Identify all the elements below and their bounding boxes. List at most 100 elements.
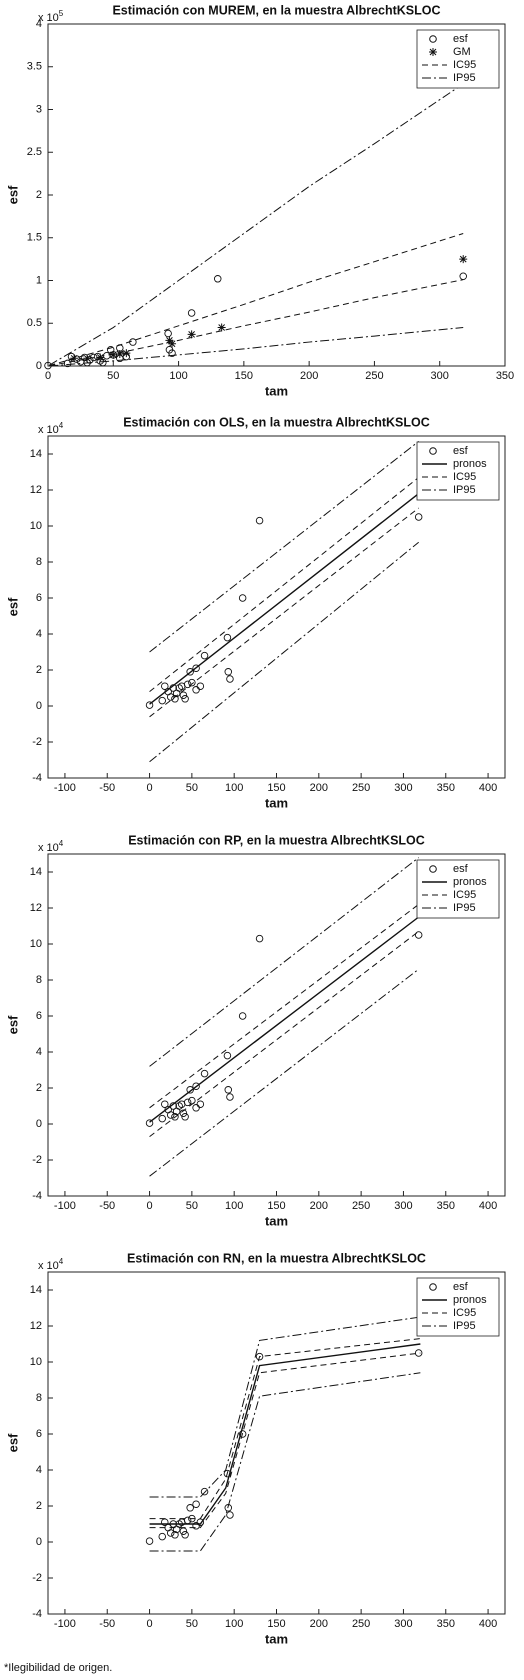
x-tick-label: 250 — [352, 1200, 370, 1212]
y-tick-label: -4 — [32, 1608, 42, 1620]
y-tick-label: 2 — [36, 189, 42, 201]
y-tick-label: 12 — [30, 484, 42, 496]
legend-label: IC95 — [453, 471, 476, 483]
y-axis-label: esf — [5, 1015, 20, 1034]
x-tick-label: 300 — [431, 370, 449, 382]
point — [238, 1430, 247, 1438]
line-upper — [149, 441, 419, 653]
x-tick-label: 350 — [496, 370, 514, 382]
point — [255, 934, 264, 943]
y-tick-label: -2 — [32, 736, 42, 748]
point — [171, 1531, 179, 1539]
x-tick-label: -100 — [54, 1618, 76, 1630]
line-lower — [49, 327, 464, 367]
point — [166, 693, 175, 701]
point — [238, 594, 247, 602]
y-tick-label: 14 — [30, 866, 42, 878]
point — [129, 338, 137, 346]
x-tick-label: 150 — [267, 782, 285, 794]
point — [186, 1504, 194, 1512]
x-tick-label: 0 — [45, 370, 51, 382]
line-values — [149, 916, 420, 1123]
point — [217, 323, 226, 332]
legend-swatch — [429, 48, 437, 56]
point — [223, 633, 232, 642]
x-tick-label: 50 — [107, 370, 119, 382]
y-tick-label: 2 — [36, 1500, 42, 1512]
point — [183, 1098, 192, 1107]
x-tick-label: 100 — [225, 1618, 243, 1630]
y-axis-label: esf — [5, 597, 20, 616]
point — [86, 356, 94, 364]
point — [183, 680, 192, 689]
y-multiplier: x 104 — [38, 839, 64, 854]
chart-title: Estimación con RN, en la muestra Albrech… — [127, 1251, 426, 1265]
legend-swatch — [429, 447, 437, 455]
legend-label: IP95 — [453, 484, 476, 496]
y-tick-label: 1 — [36, 274, 42, 286]
point — [179, 1109, 188, 1117]
point — [183, 1516, 192, 1525]
point — [196, 682, 205, 690]
point — [192, 1500, 200, 1508]
x-tick-label: 350 — [437, 1200, 455, 1212]
y-tick-label: 4 — [36, 1046, 42, 1058]
y-multiplier-base: x 10 — [38, 12, 59, 24]
legend-label: IP95 — [453, 1320, 476, 1332]
y-tick-label: 8 — [36, 556, 42, 568]
point — [181, 1113, 189, 1121]
y-tick-label: -2 — [32, 1572, 42, 1584]
point — [171, 695, 179, 703]
legend-label: esf — [453, 445, 469, 457]
point — [255, 1352, 264, 1361]
line-lower — [149, 931, 419, 1137]
point — [459, 255, 468, 264]
x-axis-label: tam — [265, 1213, 288, 1228]
line-lower — [149, 1352, 421, 1529]
y-tick-label: 12 — [30, 1320, 42, 1332]
point — [145, 701, 154, 709]
point — [200, 1069, 209, 1078]
y-tick-label: 6 — [36, 1428, 42, 1440]
point — [103, 351, 111, 360]
point — [161, 1100, 169, 1108]
point — [224, 1086, 233, 1094]
y-multiplier-base: x 10 — [38, 424, 59, 436]
y-tick-label: 12 — [30, 902, 42, 914]
footnote: *Ilegibilidad de origen. — [4, 1662, 112, 1674]
point — [192, 1104, 200, 1112]
x-tick-label: -100 — [54, 782, 76, 794]
y-tick-label: 4 — [36, 18, 42, 30]
point — [164, 329, 172, 338]
x-tick-label: 100 — [225, 1200, 243, 1212]
legend-label: pronos — [453, 876, 487, 888]
x-tick-label: 50 — [186, 1200, 198, 1212]
x-tick-label: 300 — [394, 782, 412, 794]
point — [187, 330, 196, 339]
x-tick-label: 100 — [169, 370, 187, 382]
line-lower — [149, 507, 419, 718]
line-upper — [49, 232, 464, 367]
point — [414, 513, 423, 521]
y-tick-label: 3 — [36, 103, 42, 115]
point — [181, 695, 189, 703]
point — [186, 1086, 194, 1094]
point — [200, 1487, 209, 1496]
point — [165, 336, 174, 345]
y-multiplier-base: x 10 — [38, 842, 59, 854]
point — [99, 358, 107, 367]
y-tick-label: 4 — [36, 628, 42, 640]
line-upper — [149, 477, 419, 692]
y-multiplier-exponent: 4 — [59, 1257, 64, 1266]
line-upper — [49, 83, 464, 366]
point — [166, 1529, 175, 1537]
y-tick-label: 2 — [36, 664, 42, 676]
line-upper — [149, 1316, 421, 1498]
point — [223, 1051, 232, 1060]
y-multiplier-exponent: 4 — [59, 421, 64, 430]
y-tick-label: -2 — [32, 1154, 42, 1166]
y-tick-label: 0 — [36, 1118, 42, 1130]
point — [224, 668, 233, 676]
x-tick-label: 0 — [146, 1618, 152, 1630]
